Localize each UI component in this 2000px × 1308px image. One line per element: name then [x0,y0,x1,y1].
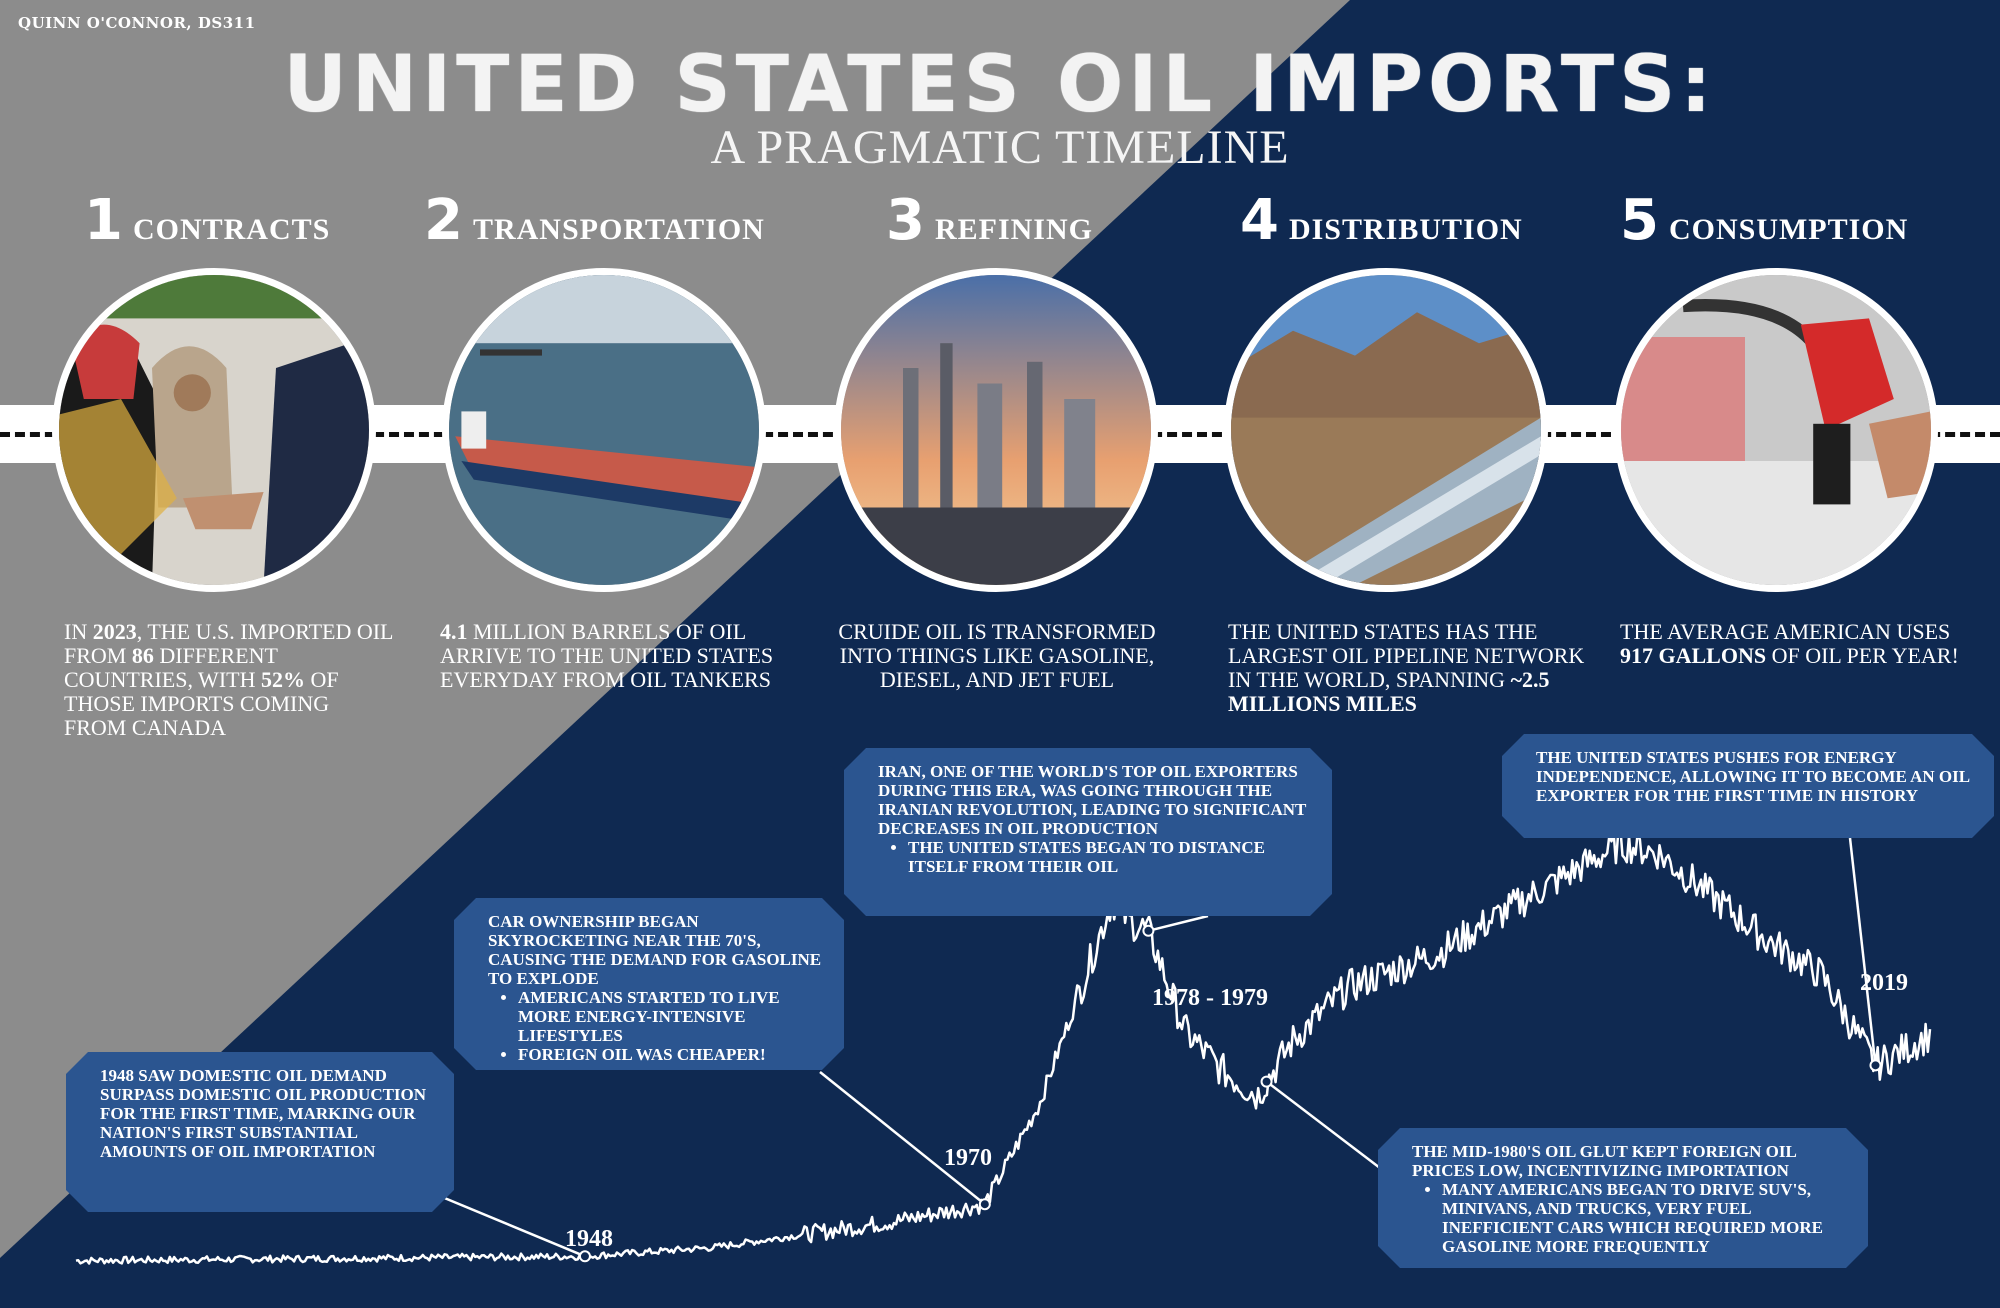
callout-1948: 1948 SAW DOMESTIC OIL DEMAND SURPASS DOM… [66,1052,454,1212]
stage-number: 3 [886,188,925,253]
connector-2019 [1848,837,1877,1066]
desc-text: THE AVERAGE AMERICAN USES [1620,619,1951,644]
connector-1979 [1148,914,1209,933]
stage-number: 2 [424,188,463,253]
stage-heading-distribution: 4 DISTRIBUTION [1240,188,1523,253]
callout-1985: THE MID-1980'S OIL GLUT KEPT FOREIGN OIL… [1378,1128,1868,1268]
year-label-1979: 1978 - 1979 [1152,985,1268,1011]
year-label-1970: 1970 [944,1145,992,1171]
stage-label: DISTRIBUTION [1288,213,1523,246]
marker-1985 [1260,1075,1273,1088]
callout-bullet: AMERICANS STARTED TO LIVE MORE ENERGY-IN… [518,988,822,1045]
marker-1979 [1142,924,1155,937]
desc-text: OF OIL PER YEAR! [1766,643,1959,668]
year-label-2019: 2019 [1860,970,1908,996]
stage-desc-refining: CRUIDE OIL IS TRANSFORMED INTO THINGS LI… [822,620,1172,692]
photo-refinery [834,268,1158,592]
callout-bullets: MANY AMERICANS BEGAN TO DRIVE SUV'S, MIN… [1412,1180,1846,1256]
callout-text: CAR OWNERSHIP BEGAN SKYROCKETING NEAR TH… [488,912,822,988]
stage-label: TRANSPORTATION [472,213,765,246]
desc-text: THE UNITED STATES HAS THE LARGEST OIL PI… [1228,619,1585,692]
callout-bullet: MANY AMERICANS BEGAN TO DRIVE SUV'S, MIN… [1442,1180,1846,1256]
author-credit: QUINN O'CONNOR, DS311 [18,14,256,32]
callout-1970: CAR OWNERSHIP BEGAN SKYROCKETING NEAR TH… [454,898,844,1070]
desc-text: MILLION BARRELS OF OIL ARRIVE TO THE UNI… [440,619,774,692]
callout-text: 1948 SAW DOMESTIC OIL DEMAND SURPASS DOM… [100,1066,427,1161]
page-subtitle: A PRAGMATIC TIMELINE [710,121,1290,174]
stage-heading-consumption: 5 CONSUMPTION [1620,188,1908,253]
desc-highlight: 917 GALLONS [1620,643,1767,668]
photo-gas-pump [1614,268,1938,592]
stage-heading-refining: 3 REFINING [886,188,1093,253]
photo-oil-tanker [442,268,766,592]
desc-highlight: 4.1 [440,619,468,644]
marker-1970 [978,1198,991,1211]
stage-desc-transportation: 4.1 MILLION BARRELS OF OIL ARRIVE TO THE… [440,620,790,692]
desc-highlight: 2023 [92,619,137,644]
callout-bullets: THE UNITED STATES BEGAN TO DISTANCE ITSE… [878,838,1310,876]
desc-text: DIFFERENT COUNTRIES, WITH [64,643,278,692]
marker-1948 [578,1250,591,1263]
desc-highlight: ~2.5 MILLIONS MILES [1228,667,1550,716]
desc-text: OF THOSE IMPORTS COMING FROM CANADA [64,667,339,740]
callout-1979: IRAN, ONE OF THE WORLD'S TOP OIL EXPORTE… [844,748,1332,916]
photo-leaders-handshake [52,268,376,592]
desc-highlight: 86 [131,643,154,668]
callout-text: THE UNITED STATES PUSHES FOR ENERGY INDE… [1536,748,1970,805]
connector-1985 [1265,1080,1381,1169]
callout-text: IRAN, ONE OF THE WORLD'S TOP OIL EXPORTE… [878,762,1307,838]
callout-text: THE MID-1980'S OIL GLUT KEPT FOREIGN OIL… [1412,1142,1796,1180]
connector-1948 [429,1190,586,1258]
stage-number: 4 [1240,188,1279,253]
stage-number: 5 [1620,188,1659,253]
stage-label: REFINING [934,213,1093,246]
stage-heading-contracts: 1 CONTRACTS [84,188,330,253]
year-label-1948: 1948 [565,1226,613,1252]
marker-2019 [1869,1059,1882,1072]
callout-2019: THE UNITED STATES PUSHES FOR ENERGY INDE… [1502,734,1994,838]
event-markers [578,924,1882,1263]
callout-bullet: FOREIGN OIL WAS CHEAPER! [518,1045,822,1064]
callout-connectors [429,837,1877,1258]
stage-desc-distribution: THE UNITED STATES HAS THE LARGEST OIL PI… [1228,620,1588,716]
desc-highlight: 52% [260,667,305,692]
photo-pipeline [1224,268,1548,592]
desc-text: , THE U.S. IMPORTED OIL FROM [64,619,393,668]
callout-bullets: AMERICANS STARTED TO LIVE MORE ENERGY-IN… [488,988,822,1064]
stage-label: CONSUMPTION [1668,213,1909,246]
page-title: UNITED STATES OIL IMPORTS: [283,40,1717,130]
stage-desc-contracts: IN 2023, THE U.S. IMPORTED OIL FROM 86 D… [64,620,394,740]
stage-heading-transportation: 2 TRANSPORTATION [424,188,765,253]
connector-1970 [819,1071,986,1206]
stage-desc-consumption: THE AVERAGE AMERICAN USES 917 GALLONS OF… [1620,620,1970,668]
stage-number: 1 [84,188,123,253]
desc-text: IN [64,619,93,644]
desc-text: CRUIDE OIL IS TRANSFORMED INTO THINGS LI… [838,619,1156,692]
stage-label: CONTRACTS [132,213,331,246]
callout-bullet: THE UNITED STATES BEGAN TO DISTANCE ITSE… [908,838,1310,876]
